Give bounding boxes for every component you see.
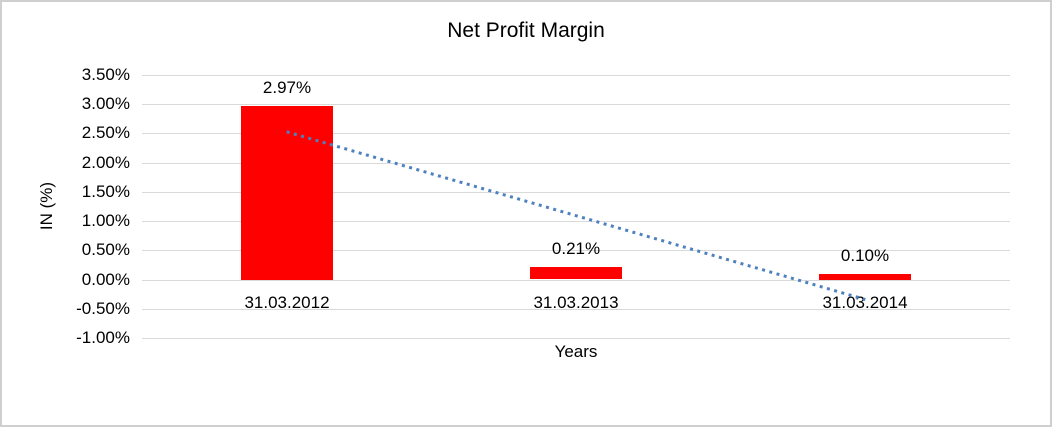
bar bbox=[530, 267, 622, 279]
gridline bbox=[142, 309, 1010, 310]
x-axis-title: Years bbox=[554, 342, 598, 361]
gridline bbox=[142, 104, 1010, 105]
x-category-label: 31.03.2014 bbox=[822, 293, 908, 312]
bar-value-label: 0.10% bbox=[840, 246, 890, 265]
y-tick-label: 0.50% bbox=[81, 240, 130, 259]
chart-title: Net Profit Margin bbox=[447, 19, 605, 42]
gridline bbox=[142, 280, 1010, 281]
y-tick-label: 2.50% bbox=[81, 123, 130, 142]
y-tick-label: 3.00% bbox=[81, 94, 130, 113]
y-tick-label: 1.50% bbox=[81, 182, 130, 201]
y-tick-label: 3.50% bbox=[81, 65, 130, 84]
y-tick-label: 0.00% bbox=[81, 270, 130, 289]
bar-value-label: 0.21% bbox=[551, 239, 601, 258]
y-tick-label: 2.00% bbox=[81, 153, 130, 172]
bar bbox=[819, 274, 911, 280]
gridline bbox=[142, 75, 1010, 76]
x-category-label: 31.03.2012 bbox=[244, 293, 330, 312]
y-tick-label: 1.00% bbox=[81, 211, 130, 230]
bar-value-label: 2.97% bbox=[262, 78, 312, 97]
y-tick-label: -0.50% bbox=[76, 299, 130, 318]
y-tick-label: -1.00% bbox=[76, 328, 130, 347]
x-category-label: 31.03.2013 bbox=[533, 293, 619, 312]
bar bbox=[241, 106, 333, 280]
gridline bbox=[142, 338, 1010, 339]
